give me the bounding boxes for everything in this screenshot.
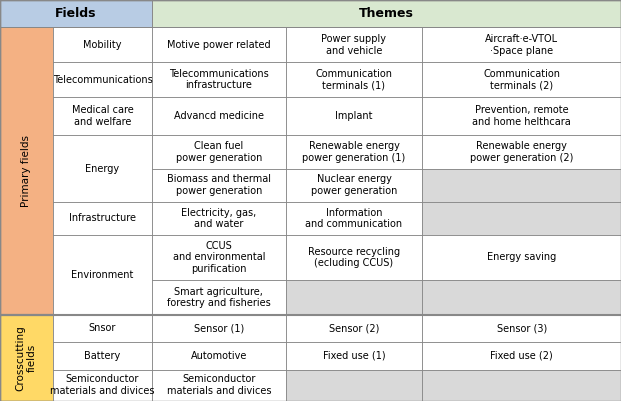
- Text: Primary fields: Primary fields: [21, 135, 32, 207]
- Polygon shape: [152, 97, 286, 135]
- Polygon shape: [286, 97, 422, 135]
- Text: Nuclear energy
power generation: Nuclear energy power generation: [310, 174, 397, 196]
- Polygon shape: [0, 27, 53, 315]
- Polygon shape: [152, 370, 286, 401]
- Text: Themes: Themes: [359, 7, 414, 20]
- Polygon shape: [286, 62, 422, 97]
- Text: Environment: Environment: [71, 270, 134, 280]
- Polygon shape: [0, 0, 152, 27]
- Polygon shape: [422, 280, 621, 315]
- Polygon shape: [152, 135, 286, 168]
- Text: Clean fuel
power generation: Clean fuel power generation: [176, 141, 262, 163]
- Polygon shape: [152, 0, 621, 27]
- Polygon shape: [422, 62, 621, 97]
- Polygon shape: [152, 27, 286, 62]
- Polygon shape: [286, 135, 422, 168]
- Polygon shape: [152, 280, 286, 315]
- Text: Communication
terminals (2): Communication terminals (2): [483, 69, 560, 90]
- Polygon shape: [422, 370, 621, 401]
- Polygon shape: [53, 97, 152, 135]
- Polygon shape: [53, 370, 152, 401]
- Text: Semiconductor
materials and divices: Semiconductor materials and divices: [166, 375, 271, 396]
- Text: Communication
terminals (1): Communication terminals (1): [315, 69, 392, 90]
- Polygon shape: [152, 315, 286, 342]
- Text: Telecommunications: Telecommunications: [53, 75, 152, 85]
- Polygon shape: [53, 202, 152, 235]
- Polygon shape: [53, 342, 152, 370]
- Text: Power supply
and vehicle: Power supply and vehicle: [322, 34, 386, 55]
- Polygon shape: [286, 168, 422, 202]
- Text: Sensor (3): Sensor (3): [497, 324, 546, 334]
- Polygon shape: [152, 202, 286, 235]
- Polygon shape: [152, 62, 286, 97]
- Text: Medical care
and welfare: Medical care and welfare: [71, 105, 134, 127]
- Text: Information
and communication: Information and communication: [306, 208, 402, 229]
- Polygon shape: [422, 315, 621, 342]
- Polygon shape: [53, 135, 152, 202]
- Text: CCUS
and environmental
purification: CCUS and environmental purification: [173, 241, 265, 274]
- Polygon shape: [53, 27, 152, 62]
- Polygon shape: [422, 97, 621, 135]
- Polygon shape: [422, 342, 621, 370]
- Text: Sensor (2): Sensor (2): [329, 324, 379, 334]
- Polygon shape: [422, 235, 621, 280]
- Text: Biomass and thermal
power generation: Biomass and thermal power generation: [167, 174, 271, 196]
- Text: Energy: Energy: [86, 164, 119, 174]
- Text: Battery: Battery: [84, 351, 120, 361]
- Text: Automotive: Automotive: [191, 351, 247, 361]
- Text: Snsor: Snsor: [89, 324, 116, 334]
- Text: Crosscutting
fields: Crosscutting fields: [16, 325, 37, 391]
- Text: Smart agriculture,
forestry and fisheries: Smart agriculture, forestry and fisherie…: [167, 287, 271, 308]
- Polygon shape: [286, 235, 422, 280]
- Text: Telecommunications
infrastructure: Telecommunications infrastructure: [169, 69, 269, 90]
- Text: Sensor (1): Sensor (1): [194, 324, 244, 334]
- Text: Fixed use (1): Fixed use (1): [323, 351, 385, 361]
- Text: Fixed use (2): Fixed use (2): [490, 351, 553, 361]
- Polygon shape: [152, 342, 286, 370]
- Polygon shape: [286, 315, 422, 342]
- Polygon shape: [53, 235, 152, 315]
- Text: Prevention, remote
and home helthcara: Prevention, remote and home helthcara: [472, 105, 571, 127]
- Polygon shape: [422, 135, 621, 168]
- Text: Energy saving: Energy saving: [487, 253, 556, 262]
- Polygon shape: [286, 27, 422, 62]
- Polygon shape: [286, 202, 422, 235]
- Polygon shape: [422, 202, 621, 235]
- Text: Advancd medicine: Advancd medicine: [174, 111, 264, 121]
- Polygon shape: [286, 280, 422, 315]
- Text: Mobility: Mobility: [83, 40, 122, 50]
- Polygon shape: [286, 342, 422, 370]
- Polygon shape: [0, 315, 53, 401]
- Text: Fields: Fields: [55, 7, 97, 20]
- Polygon shape: [286, 370, 422, 401]
- Text: Renewable energy
power generation (1): Renewable energy power generation (1): [302, 141, 406, 163]
- Polygon shape: [53, 315, 152, 342]
- Polygon shape: [422, 27, 621, 62]
- Text: Infrastructure: Infrastructure: [69, 213, 136, 223]
- Text: Semiconductor
materials and divices: Semiconductor materials and divices: [50, 375, 155, 396]
- Text: Motive power related: Motive power related: [167, 40, 271, 50]
- Polygon shape: [152, 168, 286, 202]
- Text: Electricity, gas,
and water: Electricity, gas, and water: [181, 208, 256, 229]
- Text: Renewable energy
power generation (2): Renewable energy power generation (2): [470, 141, 573, 163]
- Polygon shape: [422, 168, 621, 202]
- Text: Implant: Implant: [335, 111, 373, 121]
- Text: Resource recycling
(ecluding CCUS): Resource recycling (ecluding CCUS): [308, 247, 400, 268]
- Text: Aircraft·e-VTOL
·Space plane: Aircraft·e-VTOL ·Space plane: [485, 34, 558, 55]
- Polygon shape: [53, 62, 152, 97]
- Polygon shape: [152, 235, 286, 280]
